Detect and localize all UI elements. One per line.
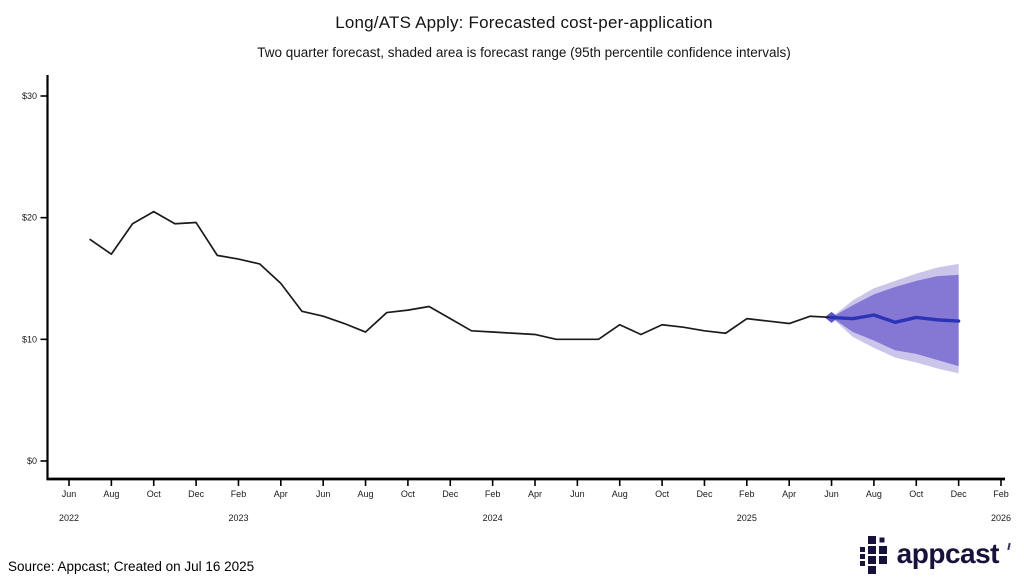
axis-tick-label: Oct bbox=[655, 489, 670, 499]
axis-tick-label: Feb bbox=[485, 489, 501, 499]
axis-tick-label: Apr bbox=[782, 489, 796, 499]
axis-tick-label: Dec bbox=[442, 489, 459, 499]
axis-tick-label: 2022 bbox=[59, 513, 79, 523]
axis-tick-label: Aug bbox=[866, 489, 882, 499]
axis-tick-label: 2024 bbox=[483, 513, 503, 523]
chart-subtitle: Two quarter forecast, shaded area is for… bbox=[257, 45, 791, 60]
axis-tick-label: Jun bbox=[62, 489, 77, 499]
axis-tick-label: Feb bbox=[993, 489, 1009, 499]
axis-tick-label: Dec bbox=[696, 489, 713, 499]
forecast-band-inner bbox=[831, 274, 959, 367]
axis-tick-label: $20 bbox=[22, 213, 37, 223]
axis-tick-label: Dec bbox=[188, 489, 205, 499]
axis-tick-label: Feb bbox=[739, 489, 755, 499]
axis-tick-label: 2023 bbox=[228, 513, 248, 523]
axis-tick-label: Apr bbox=[528, 489, 542, 499]
axis-tick-label: Oct bbox=[401, 489, 416, 499]
source-note: Source: Appcast; Created on Jul 16 2025 bbox=[8, 559, 255, 574]
axis-tick-label: 2025 bbox=[737, 513, 757, 523]
appcast-logo: appcast bbox=[859, 536, 1011, 576]
appcast-logo-text: appcast bbox=[896, 538, 1000, 569]
axis-tick-label: $30 bbox=[22, 91, 37, 101]
historical-line bbox=[89, 210, 833, 341]
appcast-logo-mark-icon bbox=[859, 536, 887, 574]
axis-tick-label: Apr bbox=[274, 489, 288, 499]
chart-title: Long/ATS Apply: Forecasted cost-per-appl… bbox=[335, 13, 713, 32]
axis-tick-label: $0 bbox=[27, 456, 37, 466]
axis-tick-label: Oct bbox=[909, 489, 924, 499]
axis-tick-label: Aug bbox=[103, 489, 119, 499]
axis-tick-label: 2026 bbox=[991, 513, 1011, 523]
axis-tick-label: Dec bbox=[951, 489, 968, 499]
forecast-line bbox=[829, 313, 961, 324]
axis-tick-label: Jun bbox=[316, 489, 331, 499]
axis-tick-label: Oct bbox=[147, 489, 162, 499]
axis-tick-label: $10 bbox=[22, 334, 37, 344]
axis-tick-label: Jun bbox=[824, 489, 839, 499]
axis-tick-label: Aug bbox=[612, 489, 628, 499]
axis-tick-label: Feb bbox=[231, 489, 247, 499]
axis-tick-label: Aug bbox=[358, 489, 374, 499]
axis-tick-label: Jun bbox=[570, 489, 585, 499]
